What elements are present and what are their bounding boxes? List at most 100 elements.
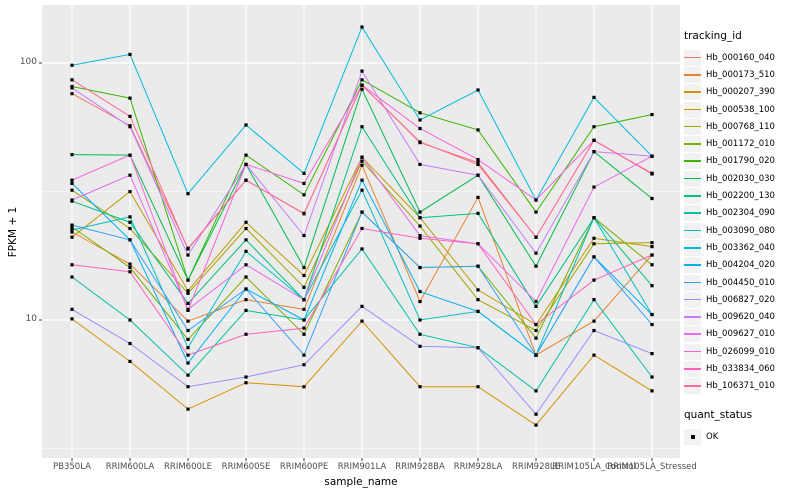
data-point xyxy=(128,265,132,270)
data-point xyxy=(128,220,132,224)
data-point xyxy=(592,328,596,333)
x-tick-label: RRIM105LA_Stressed xyxy=(607,462,697,472)
data-point xyxy=(186,247,190,251)
data-point xyxy=(302,171,306,175)
x-tick-label: RRIM600SE xyxy=(221,462,271,472)
data-point xyxy=(244,308,248,312)
series-color-key-icon xyxy=(684,49,701,66)
data-point xyxy=(302,265,306,270)
data-point xyxy=(186,337,190,342)
data-point xyxy=(360,125,364,129)
legend-label: Hb_026099_010 xyxy=(706,346,775,357)
data-point xyxy=(128,359,132,364)
legend-entry-Hb_000207_390: Hb_000207_390 xyxy=(684,84,798,101)
data-point xyxy=(128,173,132,177)
data-point xyxy=(592,319,596,323)
series-color-key-icon xyxy=(684,118,701,135)
data-point xyxy=(592,125,596,129)
legend-label: Hb_001790_020 xyxy=(706,156,775,167)
data-point xyxy=(534,412,538,416)
data-point xyxy=(244,287,248,291)
data-point xyxy=(650,245,654,249)
legend-entry-Hb_006827_020: Hb_006827_020 xyxy=(684,291,798,308)
data-point xyxy=(70,235,74,239)
data-point xyxy=(476,88,480,92)
data-point xyxy=(70,181,74,186)
legend-entry-Hb_003362_040: Hb_003362_040 xyxy=(684,239,798,256)
data-point xyxy=(360,226,364,231)
data-point xyxy=(476,346,480,350)
legend-label: Hb_106371_010 xyxy=(706,381,775,392)
legend-entry-Hb_004204_020: Hb_004204_020 xyxy=(684,257,798,274)
data-point xyxy=(592,236,596,240)
data-point xyxy=(360,319,364,323)
data-point xyxy=(186,385,190,389)
data-point xyxy=(128,341,132,346)
data-point xyxy=(650,171,654,175)
data-point xyxy=(476,309,480,314)
data-point xyxy=(418,111,422,115)
data-point xyxy=(70,223,74,227)
legend-label: Hb_000207_390 xyxy=(706,87,775,98)
data-point xyxy=(650,322,654,327)
data-point xyxy=(418,162,422,167)
data-point xyxy=(534,264,538,268)
data-point xyxy=(418,289,422,294)
legend-label: Hb_000160_040 xyxy=(706,52,775,63)
x-tick-label: RRIM105LA_Control xyxy=(552,462,636,472)
data-point xyxy=(650,241,654,245)
series-color-key-icon xyxy=(684,291,701,308)
data-point xyxy=(650,112,654,117)
legend-title-tracking-id: tracking_id xyxy=(684,30,742,42)
data-point xyxy=(476,211,480,215)
x-axis-title: sample_name xyxy=(324,476,398,488)
data-point xyxy=(128,270,132,274)
data-point xyxy=(534,389,538,393)
data-point xyxy=(360,25,364,29)
data-point xyxy=(476,264,480,268)
data-point xyxy=(70,230,74,234)
data-point xyxy=(128,96,132,100)
data-point xyxy=(244,238,248,242)
data-point xyxy=(418,216,422,220)
data-point xyxy=(418,118,422,122)
data-point xyxy=(302,353,306,357)
legend-label: Hb_004450_010 xyxy=(706,277,775,288)
data-point xyxy=(476,288,480,292)
data-point xyxy=(186,278,190,282)
data-point xyxy=(476,157,480,162)
data-point xyxy=(70,275,74,279)
x-tick-label: RRIM928LA xyxy=(453,462,503,472)
data-point xyxy=(476,298,480,302)
legend-label: Hb_000768_110 xyxy=(706,121,775,132)
data-point xyxy=(70,86,74,90)
data-point xyxy=(650,375,654,379)
data-point xyxy=(534,322,538,327)
x-tick-label: RRIM600LA xyxy=(105,462,155,472)
data-point xyxy=(128,189,132,194)
legend-entry-Hb_000538_100: Hb_000538_100 xyxy=(684,101,798,118)
series-color-key-icon xyxy=(684,222,701,239)
data-point xyxy=(186,308,190,312)
data-point xyxy=(592,242,596,246)
data-point xyxy=(360,83,364,87)
data-point xyxy=(650,196,654,201)
data-point xyxy=(534,336,538,340)
data-point xyxy=(418,224,422,228)
data-point xyxy=(70,188,74,192)
data-point xyxy=(360,210,364,214)
data-point xyxy=(650,154,654,158)
legend-title-quant-status: quant_status xyxy=(684,408,753,421)
data-point xyxy=(244,153,248,157)
x-tick-label: RRIM600PE xyxy=(279,462,329,472)
data-point xyxy=(650,312,654,317)
data-point xyxy=(128,262,132,266)
data-point xyxy=(592,298,596,302)
data-point xyxy=(418,234,422,238)
data-point xyxy=(186,328,190,333)
series-color-key-icon xyxy=(684,274,701,291)
legend-label: Hb_003362_040 xyxy=(706,242,775,253)
y-tick-label-10: 10 xyxy=(25,314,37,324)
data-point xyxy=(244,381,248,385)
